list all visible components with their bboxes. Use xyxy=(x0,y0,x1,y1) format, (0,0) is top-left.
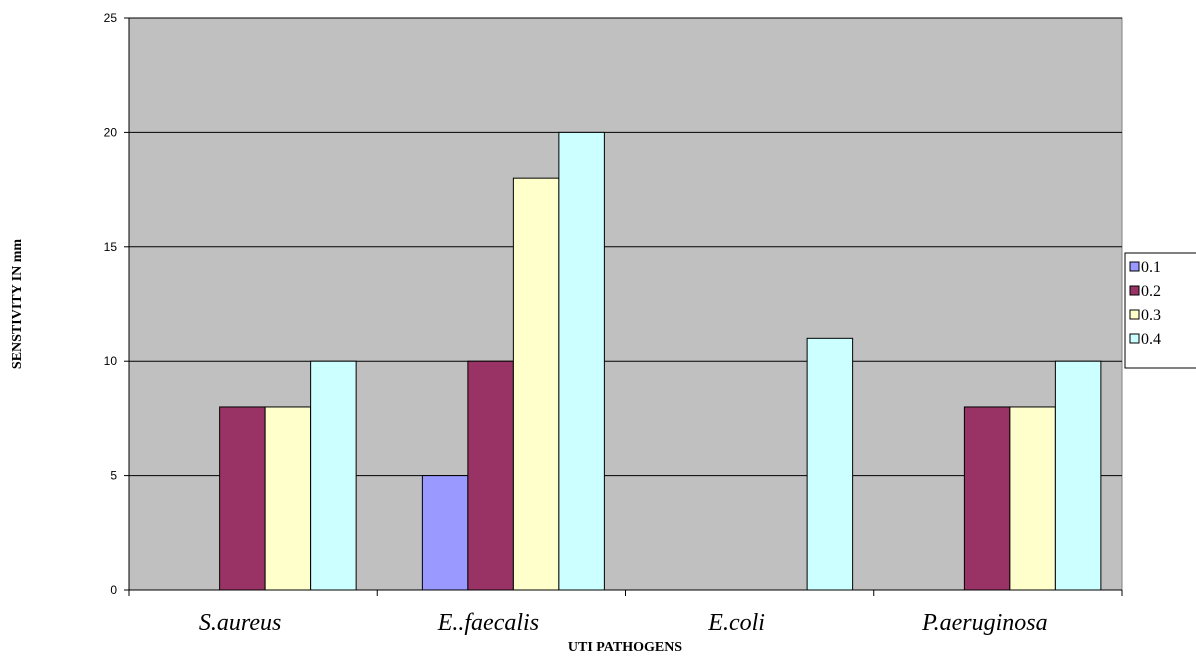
bar-e-faecalis-0-1 xyxy=(421,475,469,591)
bar-e-faecalis-0-2 xyxy=(467,360,514,591)
x-category-label: E..faecalis xyxy=(437,610,539,636)
y-tick-label: 10 xyxy=(104,354,118,368)
legend-swatch xyxy=(1129,333,1140,344)
bars xyxy=(219,131,1102,591)
legend: 0.1 0.2 0.3 0.4 xyxy=(1124,252,1196,369)
y-tick-label: 15 xyxy=(104,240,118,254)
x-axis-ticks: S.aureus E..faecalis E.coli P.aeruginosa xyxy=(128,590,1123,636)
bar-s-aureus-0-3 xyxy=(264,406,312,591)
legend-swatch xyxy=(1129,285,1140,296)
bar-e-faecalis-0-4 xyxy=(558,131,605,591)
y-tick-label: 0 xyxy=(110,583,117,597)
legend-swatch xyxy=(1129,309,1140,320)
x-category-label: E.coli xyxy=(707,610,765,636)
y-axis-ticks: 0 5 10 15 20 25 xyxy=(104,11,129,597)
y-tick-label: 20 xyxy=(104,125,118,139)
bar-e-faecalis-0-3 xyxy=(512,177,560,591)
x-category-label: P.aeruginosa xyxy=(921,610,1048,636)
x-category-label: S.aureus xyxy=(199,610,281,636)
legend-label: 0.4 xyxy=(1141,331,1161,348)
bar-e-coli-0-4 xyxy=(806,337,854,591)
y-tick-label: 25 xyxy=(104,11,118,25)
bar-s-aureus-0-4 xyxy=(310,360,357,591)
bar-p-aeruginosa-0-2 xyxy=(963,406,1011,591)
legend-swatch xyxy=(1129,261,1140,272)
x-axis-title: UTI PATHOGENS xyxy=(568,640,682,655)
legend-label: 0.3 xyxy=(1141,307,1161,324)
y-axis-title: SENSTIVITY IN mm xyxy=(10,239,25,370)
y-tick-label: 5 xyxy=(110,469,117,483)
bar-p-aeruginosa-0-3 xyxy=(1009,406,1056,591)
bar-s-aureus-0-2 xyxy=(219,406,266,591)
bar-p-aeruginosa-0-4 xyxy=(1054,360,1102,591)
legend-label: 0.1 xyxy=(1141,259,1161,276)
legend-label: 0.2 xyxy=(1141,283,1161,300)
